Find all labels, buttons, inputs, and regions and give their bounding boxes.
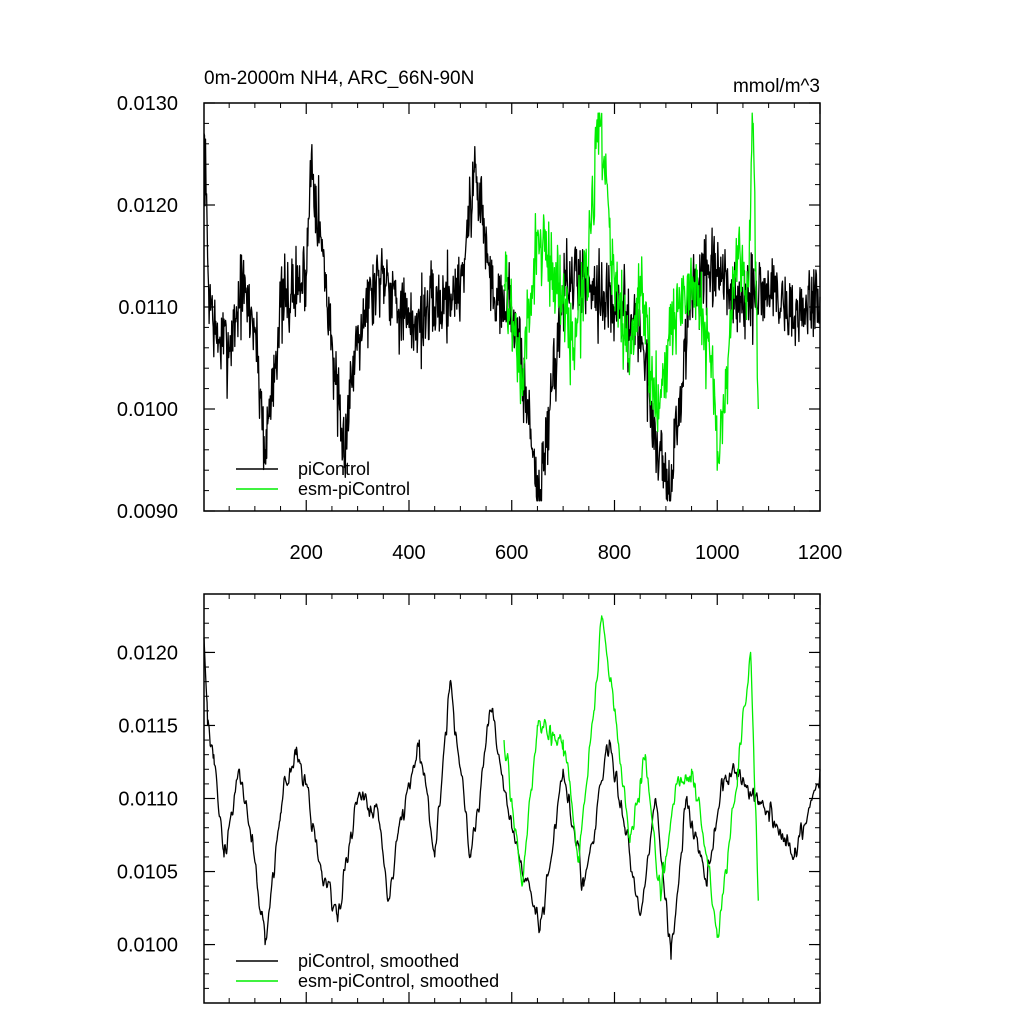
y-tick-label: 0.0120 <box>117 195 178 217</box>
y-tick-label: 0.0105 <box>117 862 178 884</box>
y-tick-label: 0.0110 <box>118 789 178 811</box>
y-tick-label: 0.0120 <box>117 642 178 664</box>
y-tick-label: 0.0100 <box>117 399 178 421</box>
plot-frame <box>203 102 821 512</box>
y-tick-label: 0.0090 <box>117 501 178 523</box>
y-tick-label: 0.0110 <box>118 297 178 319</box>
x-tick-label: 600 <box>495 542 528 564</box>
y-tick-label: 0.0130 <box>117 93 178 115</box>
series-line <box>503 615 759 938</box>
axis-ticks: 0.0090 0.0100 0.0110 0.0120 0.0130 200 400 600 8… <box>117 93 842 564</box>
bottom-panel: 0.0100 0.0105 0.0110 0.0115 0.0120 piControl… <box>117 593 821 1004</box>
legend-label: piControl <box>298 459 370 479</box>
axis-ticks: 0.0100 0.0105 0.0110 0.0115 0.0120 <box>117 593 821 1004</box>
legend-label: esm-piControl <box>298 479 410 499</box>
y-tick-label: 0.0115 <box>118 715 178 737</box>
x-tick-label: 1000 <box>695 542 740 564</box>
x-tick-label: 200 <box>290 542 323 564</box>
plot-frame <box>203 593 821 1004</box>
units-label: mmol/m^3 <box>733 76 820 97</box>
series-lines <box>203 112 821 502</box>
x-tick-label: 800 <box>598 542 631 564</box>
x-tick-label: 1200 <box>798 542 843 564</box>
y-tick-label: 0.0100 <box>117 935 178 957</box>
legend-label: piControl, smoothed <box>298 951 459 971</box>
legend-label: esm-piControl, smoothed <box>298 971 499 991</box>
series-line <box>503 112 759 471</box>
series-lines <box>203 615 821 960</box>
x-tick-label: 400 <box>392 542 425 564</box>
series-line <box>203 637 821 960</box>
top-panel: 0m-2000m NH4, ARC_66N-90N mmol/m^3 0.009… <box>117 68 842 564</box>
panel-title: 0m-2000m NH4, ARC_66N-90N <box>204 68 474 89</box>
